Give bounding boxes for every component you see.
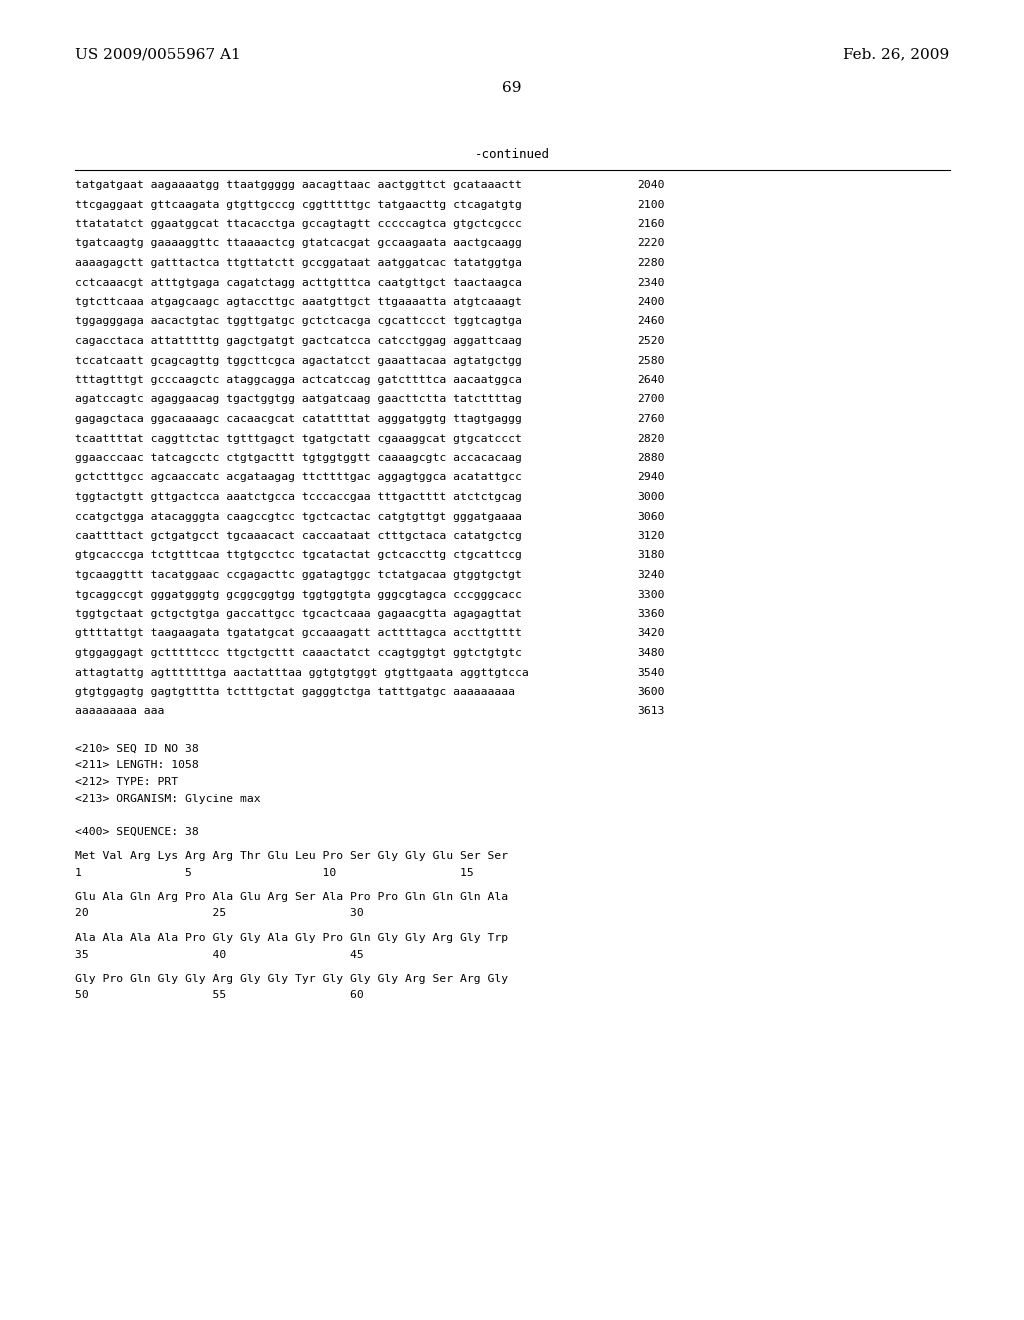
Text: tatgatgaat aagaaaatgg ttaatggggg aacagttaac aactggttct gcataaactt: tatgatgaat aagaaaatgg ttaatggggg aacagtt… (75, 180, 522, 190)
Text: <213> ORGANISM: Glycine max: <213> ORGANISM: Glycine max (75, 793, 261, 804)
Text: 3000: 3000 (637, 492, 665, 502)
Text: tggtactgtt gttgactcca aaatctgcca tcccaccgaa tttgactttt atctctgcag: tggtactgtt gttgactcca aaatctgcca tcccacc… (75, 492, 522, 502)
Text: 35                  40                  45: 35 40 45 (75, 949, 364, 960)
Text: attagtattg agtttttttga aactatttaa ggtgtgtggt gtgttgaata aggttgtcca: attagtattg agtttttttga aactatttaa ggtgtg… (75, 668, 528, 677)
Text: tgatcaagtg gaaaaggttc ttaaaactcg gtatcacgat gccaagaata aactgcaagg: tgatcaagtg gaaaaggttc ttaaaactcg gtatcac… (75, 239, 522, 248)
Text: 3120: 3120 (637, 531, 665, 541)
Text: 2700: 2700 (637, 395, 665, 404)
Text: 3300: 3300 (637, 590, 665, 599)
Text: tgcaaggttt tacatggaac ccgagacttc ggatagtggc tctatgacaa gtggtgctgt: tgcaaggttt tacatggaac ccgagacttc ggatagt… (75, 570, 522, 579)
Text: 2760: 2760 (637, 414, 665, 424)
Text: tccatcaatt gcagcagttg tggcttcgca agactatcct gaaattacaa agtatgctgg: tccatcaatt gcagcagttg tggcttcgca agactat… (75, 355, 522, 366)
Text: 2160: 2160 (637, 219, 665, 228)
Text: 3613: 3613 (637, 706, 665, 717)
Text: 2100: 2100 (637, 199, 665, 210)
Text: 2280: 2280 (637, 257, 665, 268)
Text: 3540: 3540 (637, 668, 665, 677)
Text: <400> SEQUENCE: 38: <400> SEQUENCE: 38 (75, 826, 199, 837)
Text: tcaattttat caggttctac tgtttgagct tgatgctatt cgaaaggcat gtgcatccct: tcaattttat caggttctac tgtttgagct tgatgct… (75, 433, 522, 444)
Text: caattttact gctgatgcct tgcaaacact caccaataat ctttgctaca catatgctcg: caattttact gctgatgcct tgcaaacact caccaat… (75, 531, 522, 541)
Text: 2460: 2460 (637, 317, 665, 326)
Text: gttttattgt taagaagata tgatatgcat gccaaagatt acttttagca accttgtttt: gttttattgt taagaagata tgatatgcat gccaaag… (75, 628, 522, 639)
Text: ttcgaggaat gttcaagata gtgttgcccg cggtttttgc tatgaacttg ctcagatgtg: ttcgaggaat gttcaagata gtgttgcccg cggtttt… (75, 199, 522, 210)
Text: gtgtggagtg gagtgtttta tctttgctat gagggtctga tatttgatgc aaaaaaaaa: gtgtggagtg gagtgtttta tctttgctat gagggtc… (75, 686, 515, 697)
Text: 69: 69 (502, 81, 522, 95)
Text: 2520: 2520 (637, 337, 665, 346)
Text: gtgcacccga tctgtttcaa ttgtgcctcc tgcatactat gctcaccttg ctgcattccg: gtgcacccga tctgtttcaa ttgtgcctcc tgcatac… (75, 550, 522, 561)
Text: 3420: 3420 (637, 628, 665, 639)
Text: 2580: 2580 (637, 355, 665, 366)
Text: Gly Pro Gln Gly Gly Arg Gly Gly Tyr Gly Gly Gly Arg Ser Arg Gly: Gly Pro Gln Gly Gly Arg Gly Gly Tyr Gly … (75, 974, 508, 983)
Text: cagacctaca attatttttg gagctgatgt gactcatcca catcctggag aggattcaag: cagacctaca attatttttg gagctgatgt gactcat… (75, 337, 522, 346)
Text: 2640: 2640 (637, 375, 665, 385)
Text: 3480: 3480 (637, 648, 665, 657)
Text: Feb. 26, 2009: Feb. 26, 2009 (843, 48, 949, 61)
Text: Met Val Arg Lys Arg Arg Thr Glu Leu Pro Ser Gly Gly Glu Ser Ser: Met Val Arg Lys Arg Arg Thr Glu Leu Pro … (75, 851, 508, 861)
Text: gagagctaca ggacaaaagc cacaacgcat catattttat agggatggtg ttagtgaggg: gagagctaca ggacaaaagc cacaacgcat catattt… (75, 414, 522, 424)
Text: tgcaggccgt gggatgggtg gcggcggtgg tggtggtgta gggcgtagca cccgggcacc: tgcaggccgt gggatgggtg gcggcggtgg tggtggt… (75, 590, 522, 599)
Text: cctcaaacgt atttgtgaga cagatctagg acttgtttca caatgttgct taactaagca: cctcaaacgt atttgtgaga cagatctagg acttgtt… (75, 277, 522, 288)
Text: gctctttgcc agcaaccatc acgataagag ttcttttgac aggagtggca acatattgcc: gctctttgcc agcaaccatc acgataagag ttctttt… (75, 473, 522, 483)
Text: tggagggaga aacactgtac tggttgatgc gctctcacga cgcattccct tggtcagtga: tggagggaga aacactgtac tggttgatgc gctctca… (75, 317, 522, 326)
Text: tggtgctaat gctgctgtga gaccattgcc tgcactcaaa gagaacgtta agagagttat: tggtgctaat gctgctgtga gaccattgcc tgcactc… (75, 609, 522, 619)
Text: 2340: 2340 (637, 277, 665, 288)
Text: 3060: 3060 (637, 511, 665, 521)
Text: tgtcttcaaa atgagcaagc agtaccttgc aaatgttgct ttgaaaatta atgtcaaagt: tgtcttcaaa atgagcaagc agtaccttgc aaatgtt… (75, 297, 522, 308)
Text: Glu Ala Gln Arg Pro Ala Glu Arg Ser Ala Pro Pro Gln Gln Gln Ala: Glu Ala Gln Arg Pro Ala Glu Arg Ser Ala … (75, 892, 508, 902)
Text: gtggaggagt gctttttccc ttgctgcttt caaactatct ccagtggtgt ggtctgtgtc: gtggaggagt gctttttccc ttgctgcttt caaacta… (75, 648, 522, 657)
Text: ggaacccaac tatcagcctc ctgtgacttt tgtggtggtt caaaagcgtc accacacaag: ggaacccaac tatcagcctc ctgtgacttt tgtggtg… (75, 453, 522, 463)
Text: 20                  25                  30: 20 25 30 (75, 908, 364, 919)
Text: ttatatatct ggaatggcat ttacacctga gccagtagtt cccccagtca gtgctcgccc: ttatatatct ggaatggcat ttacacctga gccagta… (75, 219, 522, 228)
Text: <210> SEQ ID NO 38: <210> SEQ ID NO 38 (75, 744, 199, 754)
Text: <212> TYPE: PRT: <212> TYPE: PRT (75, 777, 178, 787)
Text: Ala Ala Ala Ala Pro Gly Gly Ala Gly Pro Gln Gly Gly Arg Gly Trp: Ala Ala Ala Ala Pro Gly Gly Ala Gly Pro … (75, 933, 508, 942)
Text: ccatgctgga atacagggta caagccgtcc tgctcactac catgtgttgt gggatgaaaa: ccatgctgga atacagggta caagccgtcc tgctcac… (75, 511, 522, 521)
Text: 2940: 2940 (637, 473, 665, 483)
Text: 2400: 2400 (637, 297, 665, 308)
Text: <211> LENGTH: 1058: <211> LENGTH: 1058 (75, 760, 199, 771)
Text: 1               5                   10                  15: 1 5 10 15 (75, 867, 474, 878)
Text: aaaagagctt gatttactca ttgttatctt gccggataat aatggatcac tatatggtga: aaaagagctt gatttactca ttgttatctt gccggat… (75, 257, 522, 268)
Text: 2880: 2880 (637, 453, 665, 463)
Text: 3240: 3240 (637, 570, 665, 579)
Text: 3360: 3360 (637, 609, 665, 619)
Text: US 2009/0055967 A1: US 2009/0055967 A1 (75, 48, 241, 61)
Text: -continued: -continued (474, 148, 550, 161)
Text: tttagtttgt gcccaagctc ataggcagga actcatccag gatcttttca aacaatggca: tttagtttgt gcccaagctc ataggcagga actcatc… (75, 375, 522, 385)
Text: agatccagtc agaggaacag tgactggtgg aatgatcaag gaacttctta tatcttttag: agatccagtc agaggaacag tgactggtgg aatgatc… (75, 395, 522, 404)
Text: 3600: 3600 (637, 686, 665, 697)
Text: 2040: 2040 (637, 180, 665, 190)
Text: aaaaaaaaa aaa: aaaaaaaaa aaa (75, 706, 165, 717)
Text: 2220: 2220 (637, 239, 665, 248)
Text: 2820: 2820 (637, 433, 665, 444)
Text: 50                  55                  60: 50 55 60 (75, 990, 364, 1001)
Text: 3180: 3180 (637, 550, 665, 561)
